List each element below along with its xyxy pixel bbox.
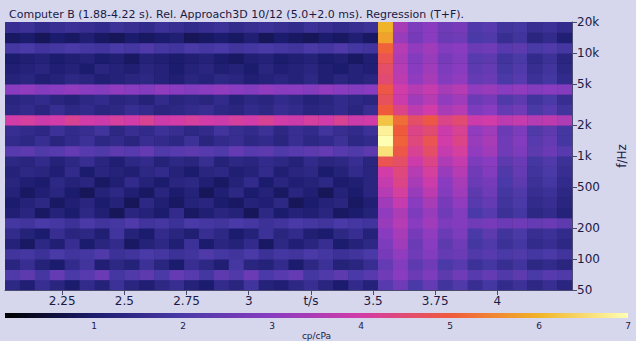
svg-text:10k: 10k (577, 46, 599, 60)
svg-text:4: 4 (358, 321, 364, 331)
svg-text:200: 200 (577, 221, 600, 235)
svg-text:2: 2 (180, 321, 186, 331)
svg-text:3: 3 (269, 321, 275, 331)
svg-text:2.5: 2.5 (115, 294, 134, 308)
svg-text:100: 100 (577, 252, 600, 266)
svg-text:1k: 1k (577, 149, 592, 163)
svg-text:6: 6 (536, 321, 542, 331)
svg-text:Computer B (1.88-4.22 s). Rel.: Computer B (1.88-4.22 s). Rel. Approach3… (9, 8, 464, 21)
svg-text:7: 7 (625, 321, 631, 331)
svg-text:2k: 2k (577, 118, 592, 132)
svg-text:4: 4 (494, 294, 502, 308)
svg-text:50: 50 (577, 283, 592, 297)
svg-text:f/Hz: f/Hz (615, 144, 629, 168)
svg-text:1: 1 (91, 321, 97, 331)
svg-text:5: 5 (447, 321, 453, 331)
svg-text:5k: 5k (577, 77, 592, 91)
svg-text:20k: 20k (577, 15, 599, 29)
svg-text:t/s: t/s (303, 294, 318, 308)
svg-text:2.75: 2.75 (173, 294, 200, 308)
svg-text:500: 500 (577, 180, 600, 194)
svg-text:3.5: 3.5 (364, 294, 383, 308)
svg-text:2.25: 2.25 (49, 294, 76, 308)
svg-text:3.75: 3.75 (422, 294, 449, 308)
svg-text:3: 3 (245, 294, 253, 308)
svg-text:cp/cPa: cp/cPa (302, 331, 331, 341)
